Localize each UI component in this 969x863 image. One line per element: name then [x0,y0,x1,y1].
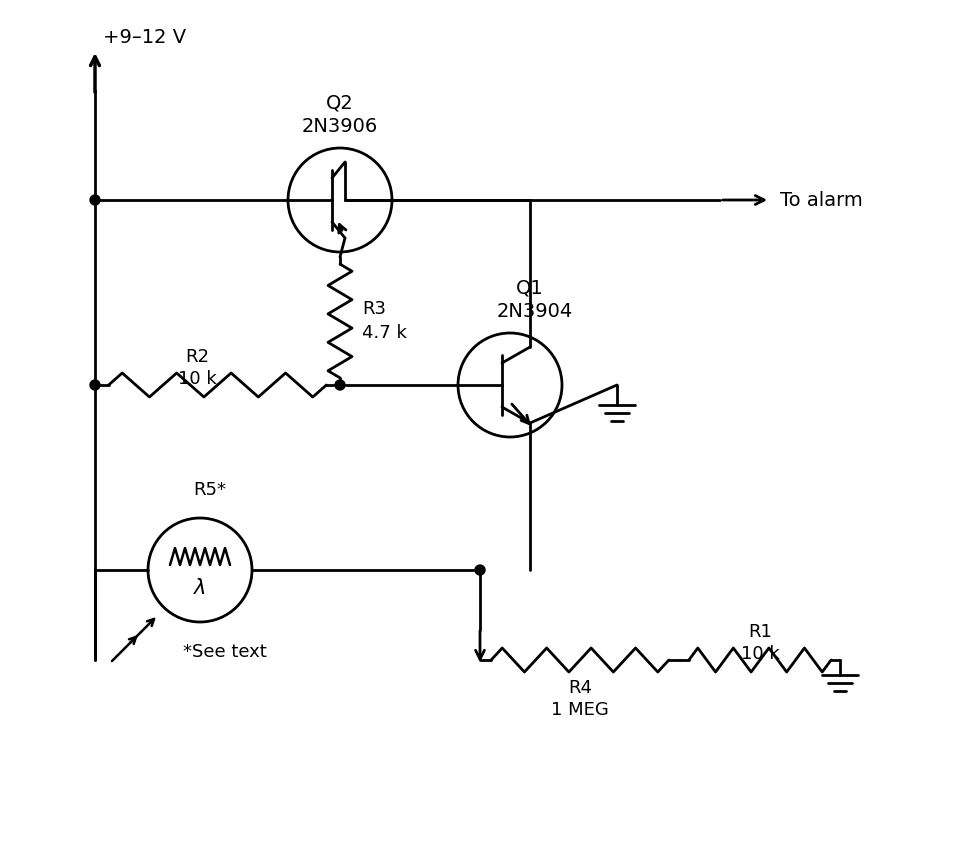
Circle shape [334,380,345,390]
Text: To alarm: To alarm [779,191,861,210]
Text: 1 MEG: 1 MEG [550,701,609,719]
Text: Q2: Q2 [326,93,354,112]
Text: 10 k: 10 k [740,645,778,663]
Text: 4.7 k: 4.7 k [361,324,406,342]
Text: R1: R1 [747,623,771,641]
Text: 2N3904: 2N3904 [496,301,573,320]
Text: R5*: R5* [193,481,227,499]
Circle shape [90,380,100,390]
Text: *See text: *See text [183,643,266,661]
Text: R3: R3 [361,300,386,318]
Text: 2N3906: 2N3906 [301,117,378,135]
Circle shape [475,565,484,575]
Circle shape [90,195,100,205]
Text: R2: R2 [185,348,209,366]
Text: 10 k: 10 k [178,370,217,388]
Text: $\lambda$: $\lambda$ [193,578,206,598]
Text: Q1: Q1 [516,279,544,298]
Text: +9–12 V: +9–12 V [103,28,186,47]
Text: R4: R4 [568,679,591,697]
